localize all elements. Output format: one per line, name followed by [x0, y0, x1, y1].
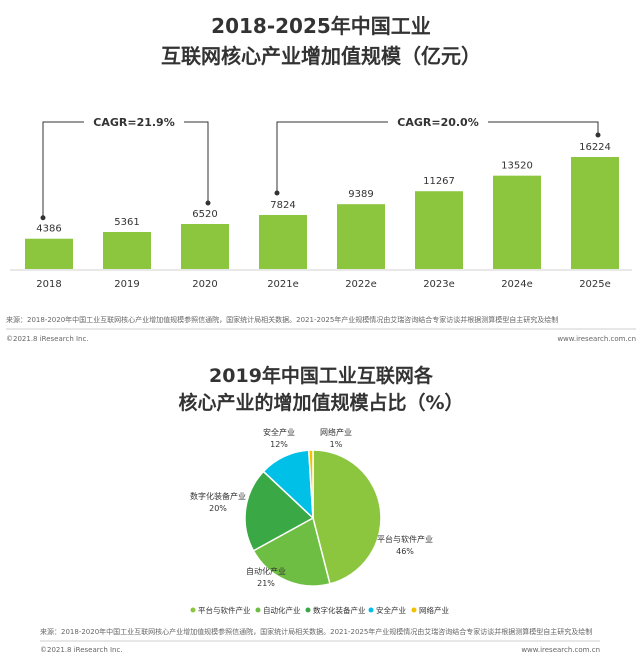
cagr-label-1: CAGR=21.9% — [93, 116, 174, 129]
x-tick-label-2025e: 2025e — [579, 279, 611, 290]
bar-2018 — [25, 238, 73, 269]
x-tick-label-2023e: 2023e — [423, 279, 455, 290]
bar-chart-subtitle: 互联网核心产业增加值规模（亿元） — [161, 44, 481, 68]
x-tick-label-2024e: 2024e — [501, 279, 533, 290]
legend-label-5: 网络产业 — [419, 605, 449, 615]
bar-chart: 2018-2025年中国工业 互联网核心产业增加值规模（亿元） CAGR=21.… — [6, 14, 636, 343]
pie-slice-2 — [252, 516, 331, 587]
cagr-bracket-1 — [42, 121, 209, 218]
legend-label-3: 数字化装备产业 — [313, 605, 366, 615]
pie-slice-name-3: 数字化装备产业 — [190, 491, 246, 501]
pie-slice-name-1: 平台与软件产业 — [377, 534, 433, 544]
pie-slice-percent-3: 20% — [209, 504, 227, 513]
cagr-bracket-2 — [276, 121, 599, 193]
bar-2022e — [337, 204, 385, 269]
pie-chart-copyright: ©2021.8 iResearch Inc. — [40, 646, 123, 654]
bar-chart-website: www.iresearch.com.cn — [557, 335, 636, 343]
bar-value-label-2022e: 9389 — [348, 189, 373, 200]
pie-chart-subtitle: 核心产业的增加值规模占比（%） — [178, 391, 463, 414]
x-tick-label-2019: 2019 — [114, 279, 139, 290]
legend-marker-4 — [368, 607, 374, 613]
x-tick-label-2018: 2018 — [36, 279, 61, 290]
x-tick-label-2022e: 2022e — [345, 279, 377, 290]
bar-value-label-2024e: 13520 — [501, 161, 533, 172]
cagr-bracket-end-dot-2 — [595, 132, 601, 138]
pie-chart-source: 来源：2018-2020年中国工业互联网核心产业增加值规模参照信通院，国家统计局… — [40, 627, 592, 636]
cagr-bracket-start-dot-1 — [40, 215, 46, 221]
bar-value-label-2023e: 11267 — [423, 176, 455, 187]
bar-value-label-2018: 4386 — [36, 224, 61, 235]
pie-slice-percent-5: 1% — [330, 440, 343, 449]
bar-value-label-2021e: 7824 — [270, 200, 295, 211]
legend-label-4: 安全产业 — [376, 605, 406, 615]
cagr-annotations: CAGR=21.9% CAGR=20.0% — [40, 116, 601, 221]
pie-slice-5 — [307, 449, 314, 519]
pie-slice-name-4: 安全产业 — [263, 427, 295, 437]
pie-slice-name-5: 网络产业 — [320, 427, 352, 437]
legend-marker-2 — [255, 607, 261, 613]
x-axis-tick-labels: 2018 2019 2020 2021e 2022e 2023e 2024e 2025e — [36, 279, 611, 290]
pie-chart: 2019年中国工业互联网各 核心产业的增加值规模占比（%） 平台与软件产业 46%… — [40, 364, 600, 654]
pie-chart-website: www.iresearch.com.cn — [521, 646, 600, 654]
cagr-bracket-end-dot-1 — [205, 200, 211, 206]
bar-chart-source: 来源：2018-2020年中国工业互联网核心产业增加值规模参照信通院，国家统计局… — [6, 315, 558, 324]
bar-2023e — [415, 191, 463, 269]
pie-slice-labels: 平台与软件产业 46% 自动化产业 21% 数字化装备产业 20% 安全产业 12% 网络产业 1… — [190, 427, 433, 588]
bar-2025e — [571, 157, 619, 269]
pie-slice-percent-4: 12% — [270, 440, 288, 449]
pie-slice-name-2: 自动化产业 — [246, 566, 286, 576]
bar-value-label-2019: 5361 — [114, 217, 139, 228]
x-tick-label-2020: 2020 — [192, 279, 217, 290]
bar-value-label-2025e: 16224 — [579, 142, 611, 153]
bar-chart-copyright: ©2021.8 iResearch Inc. — [6, 335, 89, 343]
bar-2021e — [259, 214, 307, 269]
bar-2024e — [493, 175, 541, 269]
pie-slice-1 — [312, 449, 382, 585]
pie-slices — [244, 449, 382, 587]
legend-marker-1 — [190, 607, 196, 613]
legend-marker-5 — [411, 607, 417, 613]
bar-chart-title: 2018-2025年中国工业 — [211, 14, 431, 38]
x-tick-label-2021e: 2021e — [267, 279, 299, 290]
pie-slice-percent-1: 46% — [396, 547, 414, 556]
legend-label-2: 自动化产业 — [263, 605, 301, 615]
cagr-label-2: CAGR=20.0% — [397, 116, 478, 129]
pie-slice-percent-2: 21% — [257, 579, 275, 588]
cagr-bracket-start-dot-2 — [274, 190, 280, 196]
pie-legend: 平台与软件产业 自动化产业 数字化装备产业 安全产业 网络产业 — [190, 605, 449, 615]
pie-slice-3 — [244, 470, 315, 552]
pie-chart-title: 2019年中国工业互联网各 — [209, 364, 434, 387]
bar-2019 — [103, 231, 151, 269]
bar-series: 4386 5361 6520 7824 9389 11267 13520 16224 — [25, 142, 619, 269]
bar-2020 — [181, 223, 229, 269]
legend-label-1: 平台与软件产业 — [198, 605, 251, 615]
legend-marker-3 — [305, 607, 311, 613]
bar-value-label-2020: 6520 — [192, 209, 217, 220]
